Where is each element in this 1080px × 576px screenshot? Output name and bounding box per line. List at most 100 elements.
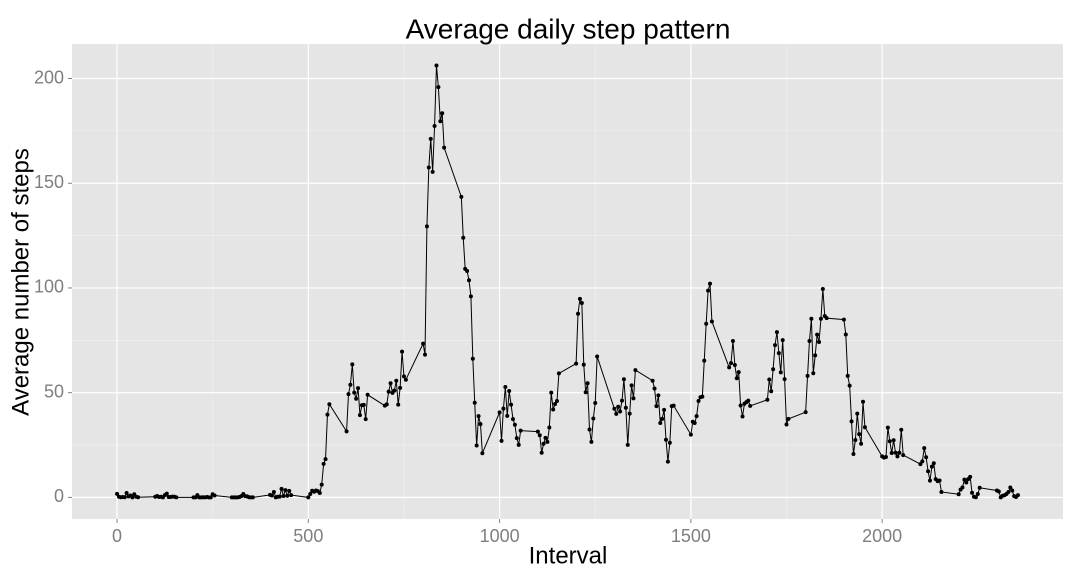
- point: [327, 402, 332, 407]
- point: [817, 339, 822, 344]
- point: [922, 446, 927, 451]
- y-tick-label: 100: [34, 277, 64, 297]
- point: [824, 316, 829, 321]
- point: [476, 414, 481, 419]
- point: [317, 491, 322, 496]
- point: [518, 428, 523, 433]
- point: [845, 373, 850, 378]
- point: [924, 455, 929, 460]
- point: [124, 491, 129, 496]
- point: [853, 438, 858, 443]
- point: [549, 390, 554, 395]
- point: [591, 416, 596, 421]
- point: [730, 338, 735, 343]
- point: [250, 495, 255, 500]
- point: [620, 398, 625, 403]
- point: [857, 432, 862, 437]
- point: [281, 493, 286, 498]
- point: [478, 422, 483, 427]
- point: [537, 433, 542, 438]
- point: [539, 450, 544, 455]
- point: [583, 390, 588, 395]
- point: [271, 489, 276, 494]
- point: [472, 400, 477, 405]
- point: [554, 399, 559, 404]
- x-tick-label: 0: [112, 526, 122, 546]
- point: [442, 145, 447, 150]
- point: [889, 451, 894, 456]
- point: [363, 417, 368, 422]
- point: [465, 268, 470, 273]
- point: [386, 389, 391, 394]
- point: [807, 338, 812, 343]
- point: [208, 495, 213, 500]
- point: [321, 461, 326, 466]
- point: [581, 362, 586, 367]
- point: [589, 439, 594, 444]
- point: [545, 439, 550, 444]
- point: [893, 450, 898, 455]
- point: [920, 459, 925, 464]
- chart-title: Average daily step pattern: [406, 13, 731, 44]
- point: [618, 409, 623, 414]
- point: [1008, 485, 1013, 490]
- point: [466, 278, 471, 283]
- point: [432, 124, 437, 129]
- point: [658, 421, 663, 426]
- point: [421, 341, 426, 346]
- point: [964, 480, 969, 485]
- point: [547, 425, 552, 430]
- x-tick-label: 1000: [480, 526, 520, 546]
- point: [394, 378, 399, 383]
- point: [164, 491, 169, 496]
- point: [277, 494, 282, 499]
- point: [784, 422, 789, 427]
- point: [975, 492, 980, 497]
- point: [962, 477, 967, 482]
- x-tick-label: 500: [293, 526, 323, 546]
- point: [130, 495, 135, 500]
- point: [973, 495, 978, 500]
- y-tick-label: 200: [34, 67, 64, 87]
- point: [811, 371, 816, 376]
- point: [851, 452, 856, 457]
- point: [553, 401, 558, 406]
- point: [396, 402, 401, 407]
- point: [388, 381, 393, 386]
- point: [786, 416, 791, 421]
- point: [732, 363, 737, 368]
- point: [289, 493, 294, 498]
- point: [398, 385, 403, 390]
- point: [736, 370, 741, 375]
- point: [283, 488, 288, 493]
- line: [116, 65, 1019, 499]
- point: [576, 311, 581, 316]
- point: [308, 492, 313, 497]
- point: [818, 316, 823, 321]
- point: [633, 368, 638, 373]
- point: [746, 398, 751, 403]
- point: [662, 407, 667, 412]
- point: [855, 411, 860, 416]
- marks: [115, 63, 1020, 500]
- point: [595, 354, 600, 359]
- point: [901, 453, 906, 458]
- point: [671, 403, 676, 408]
- point: [841, 317, 846, 322]
- point: [400, 349, 405, 354]
- point: [430, 169, 435, 174]
- point: [734, 376, 739, 381]
- point: [556, 371, 561, 376]
- point: [847, 383, 852, 388]
- point: [577, 296, 582, 301]
- point: [970, 490, 975, 495]
- point: [956, 492, 961, 497]
- point: [650, 378, 655, 383]
- point: [543, 435, 548, 440]
- point: [885, 425, 890, 430]
- point: [365, 392, 370, 397]
- point: [625, 442, 630, 447]
- point: [279, 486, 284, 491]
- point: [424, 224, 429, 229]
